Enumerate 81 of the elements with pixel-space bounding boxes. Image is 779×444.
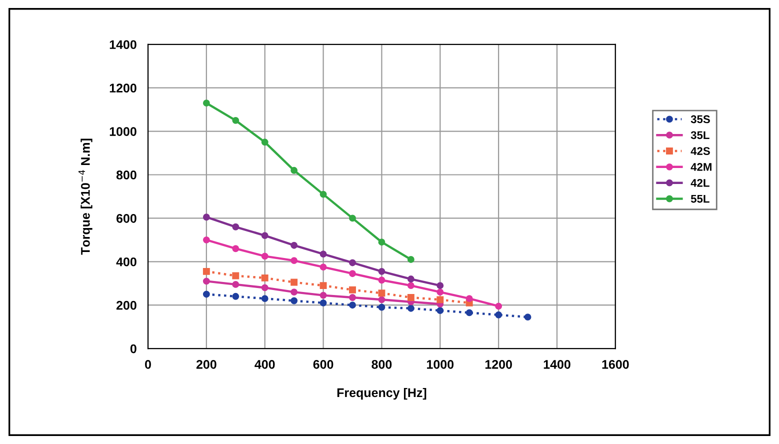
y-tick-label: 1200 [110,84,136,92]
point [349,259,356,266]
point [378,238,386,246]
point [378,268,386,275]
y-tick-label: 200 [116,300,136,310]
point [202,268,210,275]
point [290,278,298,286]
legend-label: 35S [690,115,710,124]
x-tick-label: 0 [145,360,151,369]
point [495,302,502,310]
point [320,299,327,306]
point [378,276,386,284]
point [261,284,268,292]
point [202,278,210,285]
y-tick-label: 1400 [110,40,136,50]
x-tick-label: 400 [254,360,275,369]
point [378,290,386,297]
point [349,214,356,222]
point [232,116,240,124]
point [290,257,298,264]
legend-label: 42L [690,178,710,187]
legend-label: 35L [690,131,710,140]
point [407,282,414,290]
legend-label: 42M [690,163,712,171]
x-tick-label: 1600 [602,360,629,369]
point [407,294,414,301]
point [349,294,356,301]
point [232,272,240,280]
point [232,223,240,230]
y-tick-label: 0 [130,344,136,354]
point [290,242,298,249]
y-tick-label: 1000 [110,127,136,136]
point [320,282,327,290]
point [202,214,210,221]
point [495,311,502,318]
point [202,100,210,107]
x-tick-label: 600 [313,360,334,369]
x-axis-title: Frequency [Hz] [337,388,426,400]
point [261,252,268,260]
y-tick-label: 600 [116,214,136,223]
point [466,295,473,302]
point [378,296,386,304]
point [232,280,240,288]
x-tick-label: 1400 [544,360,570,369]
point [378,304,386,311]
point [202,290,210,298]
point [320,292,327,299]
point [436,288,444,296]
point [349,270,356,278]
x-tick-label: 800 [372,360,392,369]
point [261,138,268,146]
point [436,296,444,304]
point [261,295,268,302]
point [407,304,414,312]
point [524,314,532,321]
point [261,274,268,282]
y-axis-title: Torque [X10$^{−4}$ N.m] [78,138,92,255]
legend-label: 42S [690,147,710,155]
x-tick-label: 200 [196,360,216,369]
point [466,309,473,316]
point [436,307,444,314]
point [320,264,327,271]
point [407,256,414,263]
point [349,286,356,294]
point [290,166,298,174]
point [407,276,414,282]
point [320,250,327,258]
x-tick-label: 1200 [485,360,512,369]
point [290,288,298,296]
point [290,297,298,304]
y-tick-label: 400 [116,257,136,266]
x-tick-label: 1000 [427,360,454,369]
y-tick-label: 800 [116,170,136,180]
point [349,302,356,309]
point [232,292,240,300]
legend-label: 55L [690,194,710,203]
point [261,232,268,240]
point [232,245,240,252]
point [202,236,210,244]
point [320,190,327,198]
point [436,282,444,290]
